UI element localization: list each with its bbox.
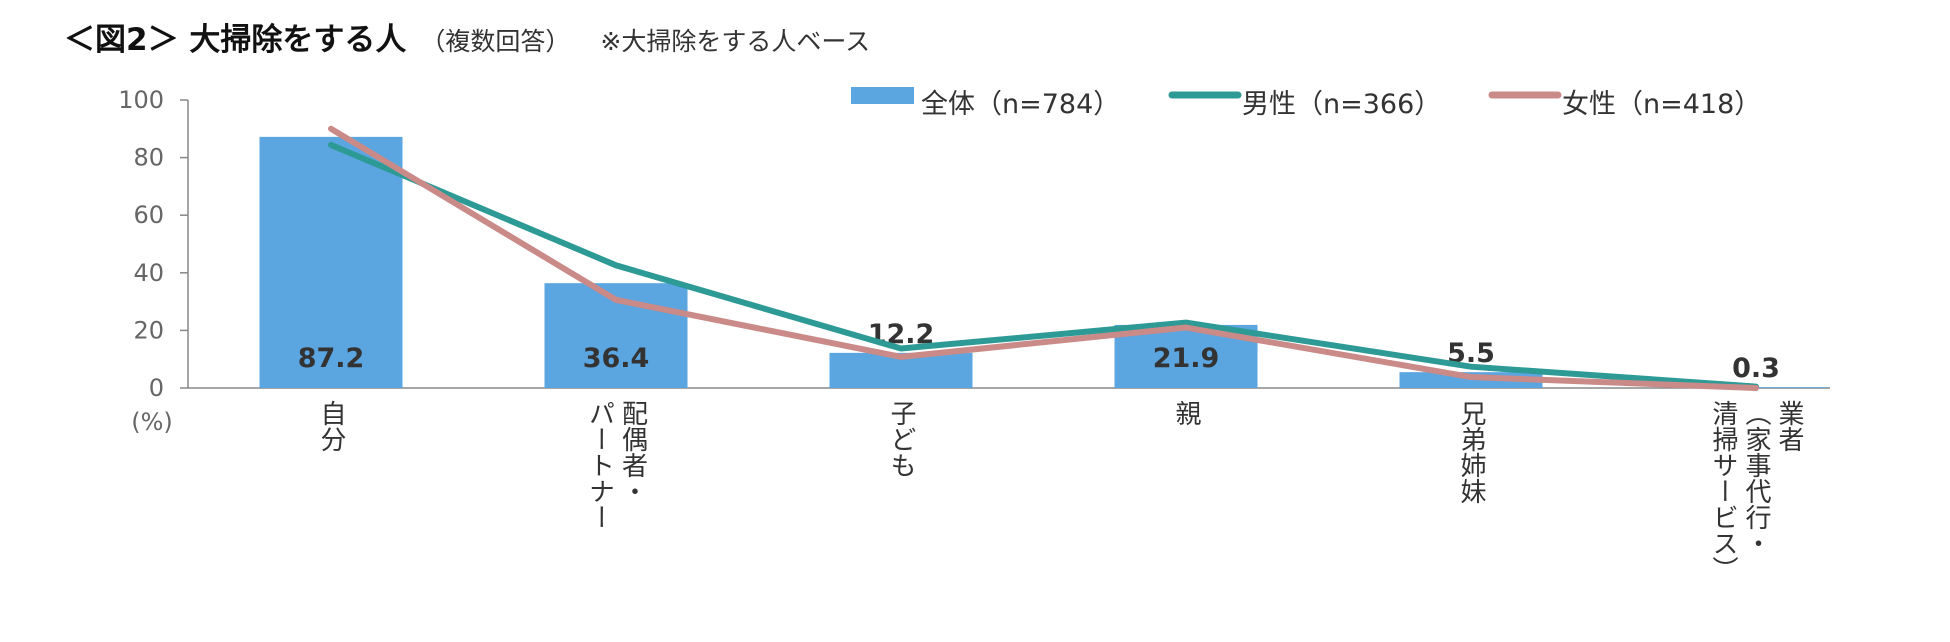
data-label: 21.9 (1153, 343, 1220, 374)
line-layer (328, 125, 1759, 391)
chart-subtitle: （複数回答） (420, 27, 571, 56)
legend: 全体（n=784） 男性（n=366） 女性（n=418） (851, 87, 1761, 120)
series-line (328, 141, 1759, 390)
data-label: 36.4 (583, 343, 650, 374)
y-tick-label: 40 (133, 259, 164, 287)
category-label: 業者 (1774, 400, 1804, 452)
category-label: パートナー (585, 400, 615, 530)
category-label: 親 (1171, 400, 1201, 426)
category-label: （家事代行・ (1741, 400, 1771, 556)
y-tick-label: 100 (118, 86, 164, 114)
y-tick-label: 60 (133, 201, 164, 229)
legend-label: 女性（n=418） (1562, 89, 1761, 120)
axis-layer: 0 20 40 60 80 100 (%) (118, 86, 1830, 436)
category-label: 子ども (886, 400, 916, 478)
chart-title: ＜図2＞ 大掃除をする人 (64, 22, 407, 58)
category-label: 清掃サービス） (1708, 400, 1738, 582)
legend-label: 男性（n=366） (1242, 89, 1441, 120)
y-unit-label: (%) (131, 408, 173, 436)
y-tick-label: 20 (133, 316, 164, 344)
bar-layer (259, 136, 1828, 388)
legend-swatch-bar (851, 87, 914, 104)
category-label: 兄弟姉妹 (1456, 400, 1486, 504)
chart-header: ＜図2＞ 大掃除をする人 （複数回答） ※大掃除をする人ベース (64, 14, 870, 64)
bar (259, 136, 403, 388)
chart-note: ※大掃除をする人ベース (600, 27, 871, 56)
data-label: 0.3 (1732, 353, 1780, 384)
y-tick-label: 0 (149, 374, 164, 402)
category-label: 配偶者・ (618, 400, 648, 504)
category-labels: 自分 配偶者・パートナー 子ども 親 兄弟姉妹 業者（家事代行・清掃サービス） (316, 400, 1804, 582)
category-label: 自分 (316, 400, 346, 452)
legend-label: 全体（n=784） (921, 89, 1120, 120)
series-line (328, 125, 1759, 391)
data-label: 87.2 (298, 343, 365, 374)
y-tick-label: 80 (133, 144, 164, 172)
